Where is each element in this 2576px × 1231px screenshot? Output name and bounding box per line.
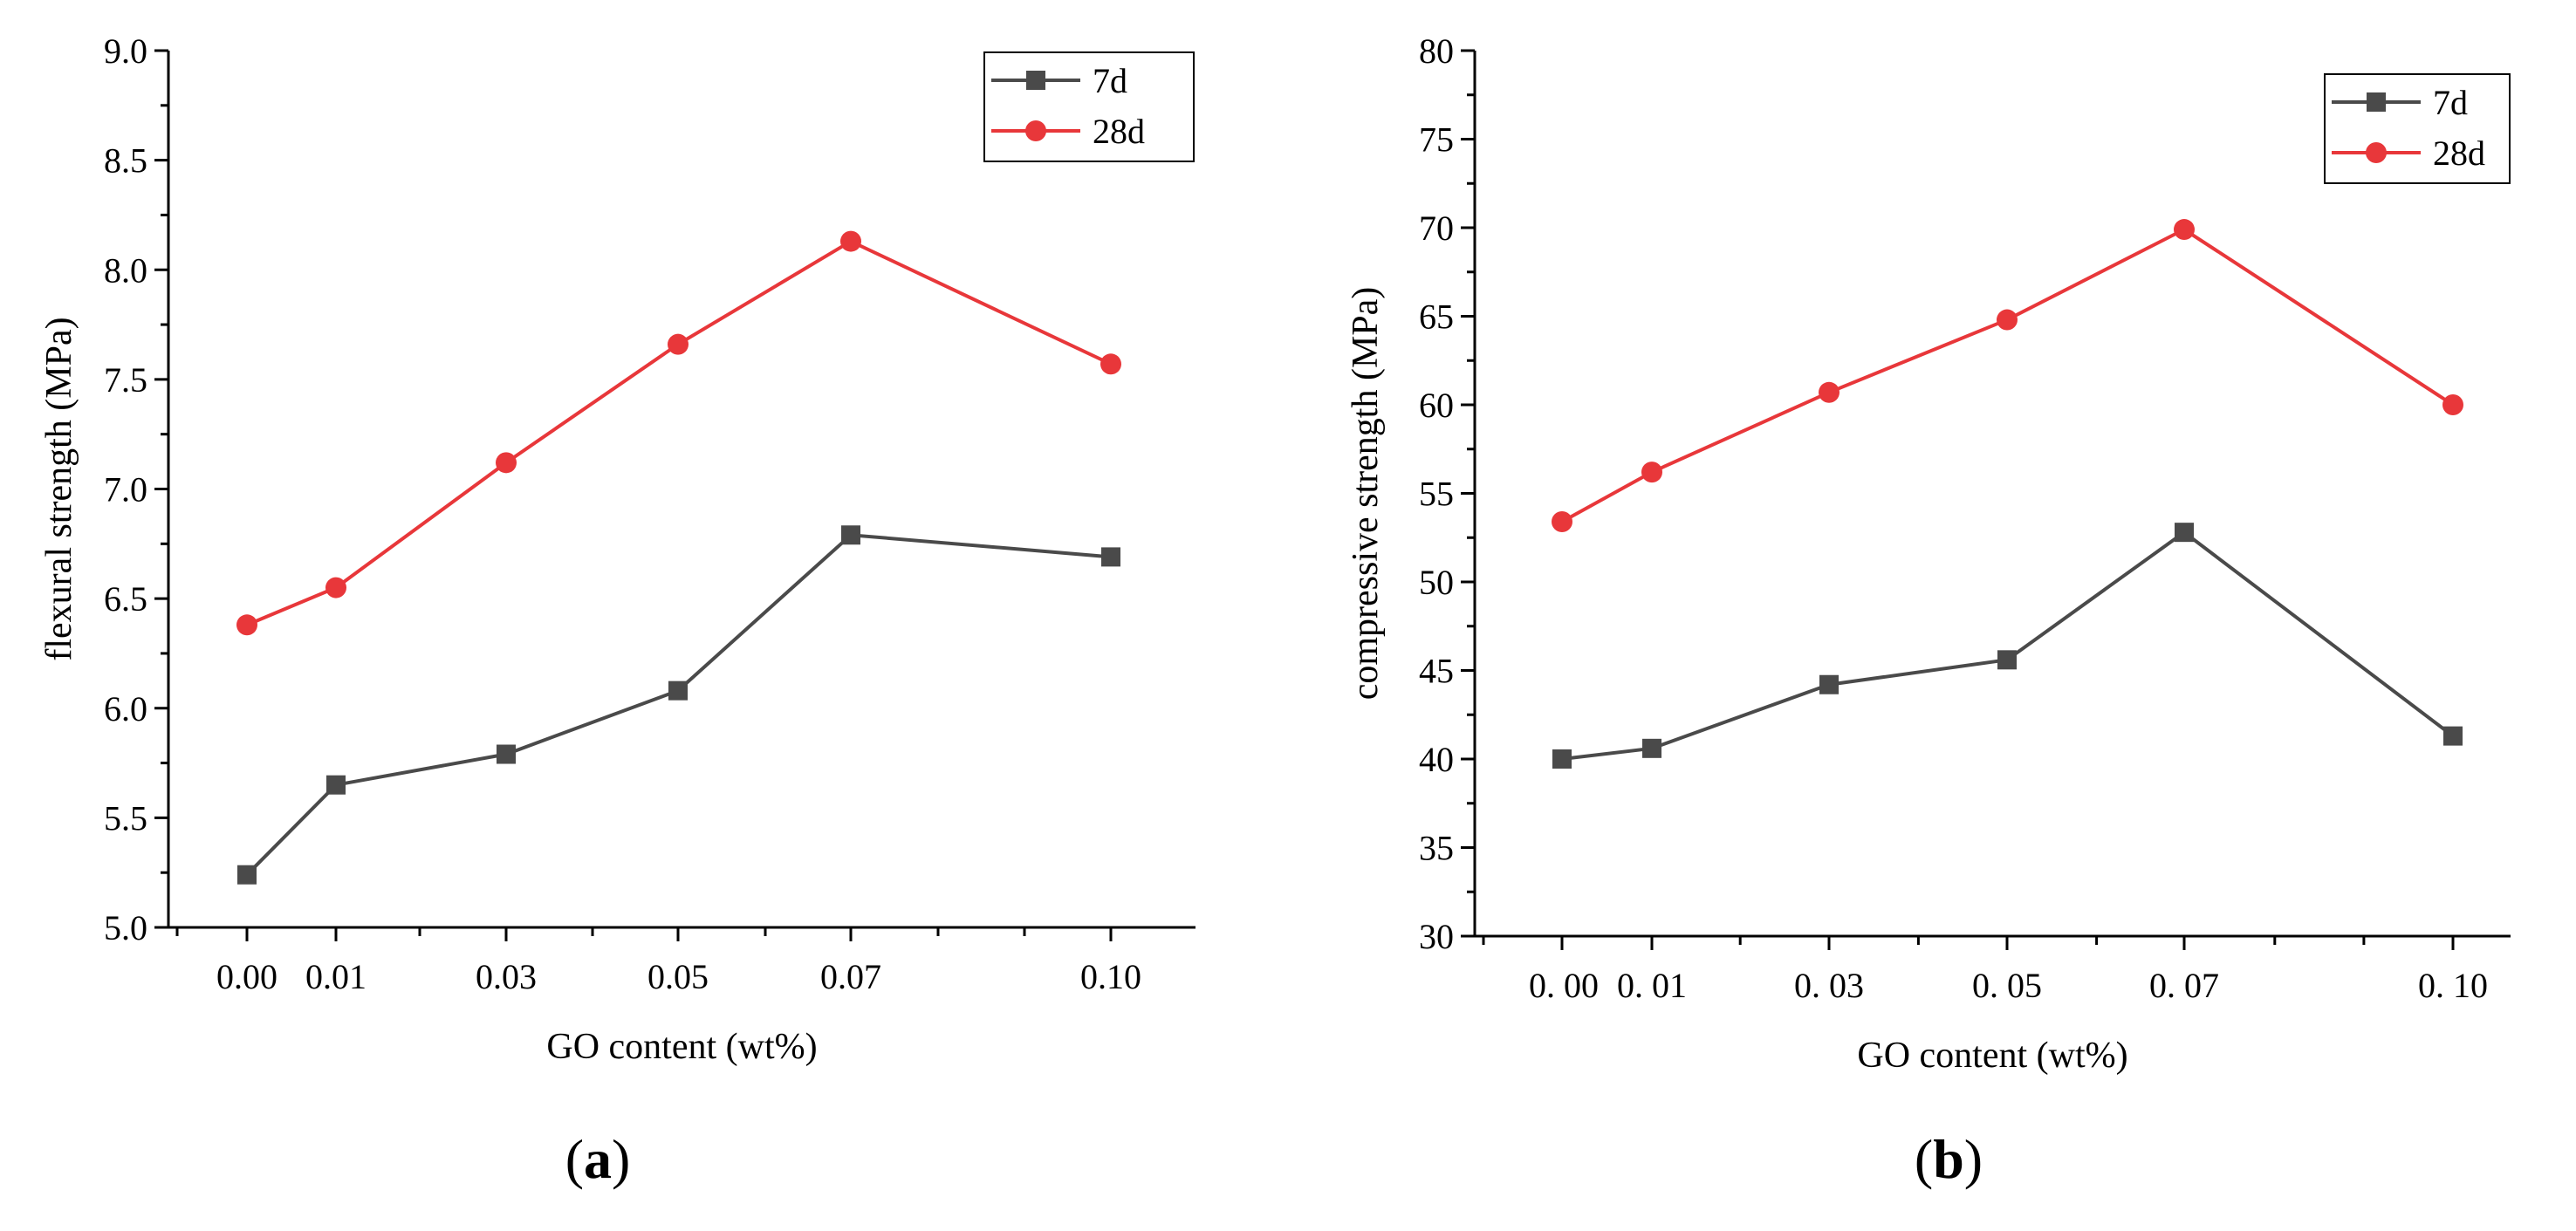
chartb-point-28d: [1641, 462, 1662, 483]
chartb-x-tick-label: 0. 01: [1617, 966, 1687, 1005]
charta-y-tick-label: 5.0: [104, 908, 147, 947]
charta-legend-label-28d: 28d: [1093, 112, 1145, 151]
chartb-point-28d: [1552, 510, 1572, 532]
chartb-y-tick-label: 80: [1419, 31, 1454, 71]
charta-legend-label-7d: 7d: [1093, 61, 1127, 100]
charta-x-tick-label: 0.07: [820, 957, 881, 996]
charta-y-tick-label: 6.5: [104, 579, 147, 619]
chartb-series-line-7d: [1561, 530, 2455, 761]
charta-point-7d: [326, 775, 346, 795]
charta-point-28d: [840, 230, 861, 252]
chartb-x-tick-label: 0. 05: [1972, 966, 2042, 1005]
charta-legend: [983, 51, 1195, 162]
charta-series-line-7d: [245, 533, 1112, 877]
chartb-x-tick-label: 0. 03: [1794, 966, 1864, 1005]
chartb-series-line-28d: [1561, 227, 2455, 523]
charta-x-axis-title: GO content (wt%): [546, 1027, 817, 1067]
chartb-y-tick-label: 65: [1419, 297, 1454, 337]
chartb-x-tick-label: 0. 07: [2149, 966, 2219, 1005]
charta-point-28d: [236, 614, 257, 636]
chartb-legend-label-28d: 28d: [2433, 133, 2485, 173]
charta-y-tick-label: 7.0: [104, 470, 147, 509]
chartb-point-28d: [1819, 381, 1840, 403]
chartb-y-tick-label: 75: [1419, 120, 1454, 160]
charta-series-line-28d: [246, 239, 1112, 627]
chartb-y-tick-label: 50: [1419, 563, 1454, 602]
charta-point-28d: [1100, 353, 1121, 375]
charta-point-28d: [496, 452, 517, 474]
charta-panel-label: (a): [565, 1128, 631, 1190]
chartb-point-7d: [1552, 749, 1572, 769]
chartb-y-tick-label: 70: [1419, 209, 1454, 248]
charta-x-tick-label: 0.01: [305, 957, 367, 996]
chartb-point-7d: [2443, 726, 2463, 746]
chartb-x-axis-title: GO content (wt%): [1857, 1036, 2127, 1076]
charta-y-tick-label: 5.5: [104, 798, 147, 838]
chartb-point-28d: [1997, 309, 2018, 331]
chartb-point-28d: [2174, 219, 2195, 241]
charta-point-7d: [841, 525, 860, 545]
chart-panel-a: 5.0 5.5 6.0 6.5 7.0 7.5 8.0 8.5 9.0 0.00 0.01 0.03 0…: [39, 31, 1196, 1190]
chartb-legend: [2324, 73, 2511, 184]
charta-point-7d: [1101, 547, 1120, 567]
chart-panel-b: 30 35 40 45 50 55 60 65 70 75 80 0. 00 0. 01 0. 03 0. …: [1346, 31, 2511, 1190]
chartb-x-tick-label: 0. 00: [1529, 966, 1599, 1005]
charta-x-tick-label: 0.00: [216, 957, 277, 996]
charta-y-tick-label: 8.5: [104, 141, 147, 181]
chartb-legend-label-7d: 7d: [2433, 83, 2468, 122]
chartb-point-7d: [1642, 738, 1661, 758]
charta-y-tick-label: 9.0: [104, 31, 147, 71]
chartb-y-tick-label: 60: [1419, 386, 1454, 425]
charta-point-28d: [668, 333, 689, 355]
chartb-y-tick-label: 45: [1419, 652, 1454, 691]
chartb-panel-label: (b): [1915, 1128, 1983, 1190]
chartb-y-tick-label: 55: [1419, 475, 1454, 514]
charta-point-28d: [325, 577, 346, 598]
charta-y-axis-title: flexural strength (MPa): [39, 317, 79, 660]
charta-legend-marker-7d: [1026, 71, 1045, 90]
chartb-y-tick-label: 30: [1419, 917, 1454, 956]
charta-x-tick-label: 0.05: [647, 957, 709, 996]
chartb-point-28d: [2442, 394, 2463, 415]
charta-legend-marker-28d: [1025, 120, 1046, 141]
charta-x-tick-label: 0.10: [1080, 957, 1141, 996]
chartb-legend-marker-7d: [2367, 92, 2386, 112]
chartb-y-tick-label: 40: [1419, 740, 1454, 779]
charta-point-7d: [668, 680, 688, 701]
chartb-legend-marker-28d: [2366, 142, 2387, 163]
chartb-point-7d: [1997, 650, 2017, 670]
charta-point-7d: [237, 865, 257, 885]
chartb-y-axis-title: compressive strength (MPa): [1346, 287, 1386, 701]
charta-x-tick-label: 0.03: [476, 957, 537, 996]
chartb-x-tick-label: 0. 10: [2418, 966, 2488, 1005]
charta-point-7d: [497, 744, 516, 764]
chartb-point-7d: [1819, 674, 1839, 694]
charta-y-tick-label: 7.5: [104, 360, 147, 400]
chartb-y-tick-label: 35: [1419, 829, 1454, 868]
charta-y-tick-label: 6.0: [104, 689, 147, 728]
charta-y-tick-label: 8.0: [104, 250, 147, 290]
chartb-point-7d: [2175, 523, 2194, 543]
